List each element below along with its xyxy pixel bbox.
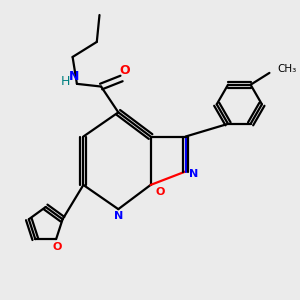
Text: N: N <box>114 211 123 221</box>
Text: CH₃: CH₃ <box>278 64 297 74</box>
Text: N: N <box>69 70 80 83</box>
Text: H: H <box>60 75 70 88</box>
Text: N: N <box>189 169 198 179</box>
Text: O: O <box>119 64 130 77</box>
Text: O: O <box>52 242 62 252</box>
Text: O: O <box>156 187 165 197</box>
